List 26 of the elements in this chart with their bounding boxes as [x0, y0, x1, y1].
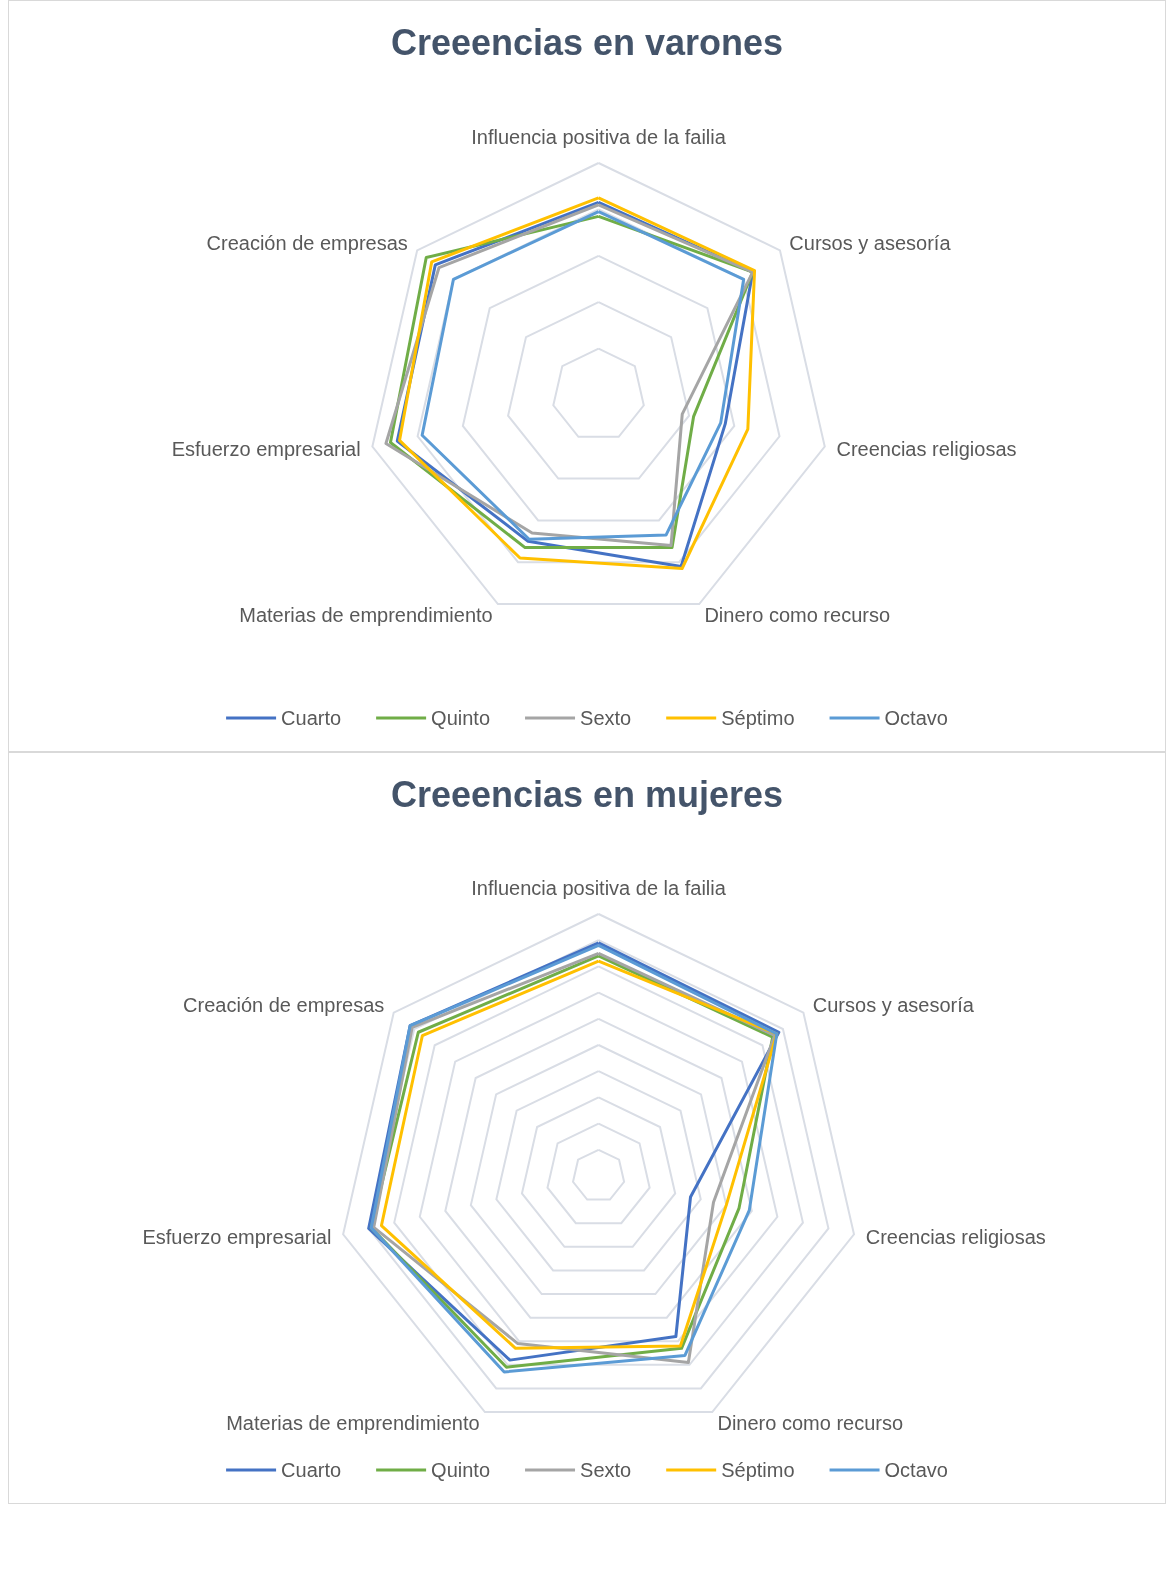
spoke-label: Dinero como recurso [717, 1411, 904, 1434]
spoke-label: Creencias religiosas [865, 1225, 1046, 1248]
legend-label: Octavo [884, 1459, 948, 1481]
spoke-label: Cursos y asesoría [789, 231, 952, 254]
legend-label: Quinto [431, 707, 491, 729]
spoke-label: Creación de empresas [183, 994, 385, 1017]
legend-label: Cuarto [281, 707, 342, 729]
spoke-label: Cursos y asesoría [812, 994, 975, 1017]
spoke-label: Materias de emprendimiento [226, 1411, 480, 1434]
legend-label: Quinto [431, 1459, 491, 1481]
legend-label: Séptimo [721, 707, 795, 729]
spoke-label: Materias de emprendimiento [239, 603, 493, 626]
spoke-label: Dinero como recurso [704, 603, 891, 626]
legend-label: Sexto [580, 1459, 632, 1481]
chart-title: Creeencias en varones [390, 21, 784, 63]
legend-label: Sexto [580, 707, 632, 729]
legend-label: Séptimo [721, 1459, 795, 1481]
legend-label: Cuarto [281, 1459, 342, 1481]
spoke-label: Esfuerzo empresarial [142, 1225, 332, 1248]
spoke-label: Creencias religiosas [836, 438, 1017, 461]
spoke-label: Influencia positiva de la failia [471, 877, 727, 899]
spoke-label: Esfuerzo empresarial [171, 438, 361, 461]
spoke-label: Creación de empresas [206, 231, 408, 254]
chart-title: Creeencias en mujeres [390, 773, 784, 815]
legend-label: Octavo [884, 707, 948, 729]
spoke-label: Influencia positiva de la failia [471, 126, 727, 148]
